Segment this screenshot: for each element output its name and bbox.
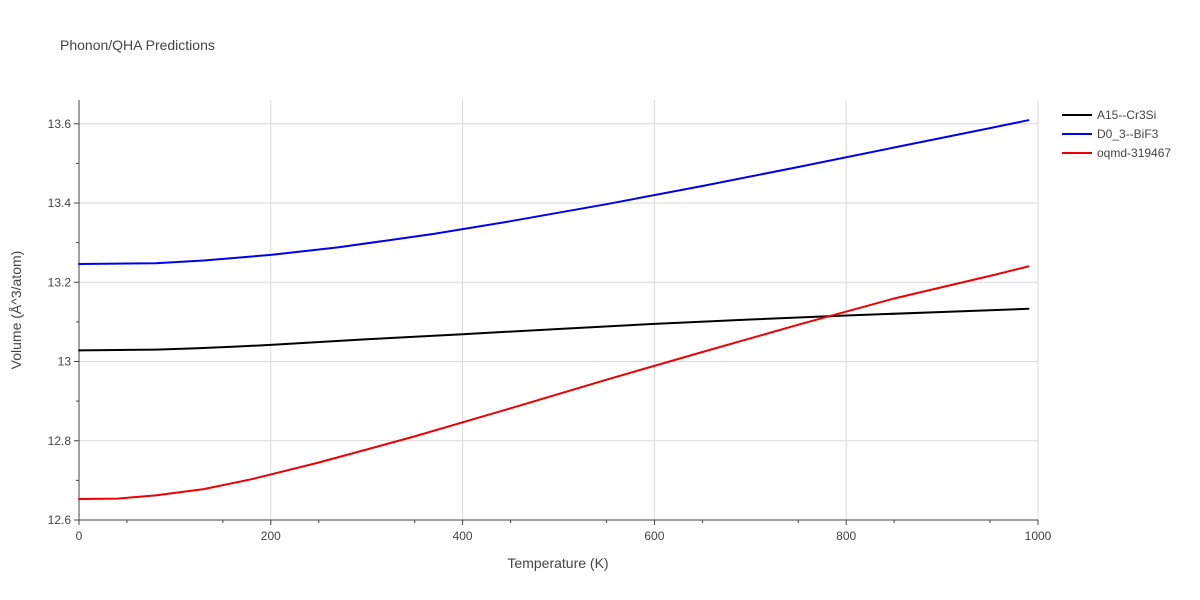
y-tick-label: 12.6: [48, 513, 72, 527]
y-tick-label: 13.4: [48, 196, 72, 210]
y-tick-label: 12.8: [48, 434, 72, 448]
y-axis-title: Volume (Å^3/atom): [8, 251, 24, 370]
legend-item-1[interactable]: A15--Cr3Si: [1062, 108, 1156, 122]
series-lines: [78, 119, 1030, 500]
x-gridlines: [270, 100, 1039, 520]
x-tick-label: 400: [453, 529, 473, 543]
series-line-3: [78, 265, 1030, 500]
x-tick-label: 200: [261, 529, 281, 543]
y-axis-ticks: 12.6 12.8 13 13.2 13.4 13.6: [48, 117, 79, 527]
x-tick-label: 0: [76, 529, 83, 543]
y-gridlines: [79, 123, 1038, 442]
legend-label: A15--Cr3Si: [1097, 108, 1156, 122]
chart-title: Phonon/QHA Predictions: [60, 37, 215, 53]
legend: A15--Cr3Si D0_3--BiF3 oqmd-319467: [1062, 108, 1171, 160]
y-tick-label: 13.2: [48, 275, 72, 289]
y-tick-label: 13: [58, 355, 72, 369]
series-line-2: [78, 119, 1030, 265]
legend-item-3[interactable]: oqmd-319467: [1062, 146, 1171, 160]
legend-label: oqmd-319467: [1097, 146, 1171, 160]
x-tick-label: 1000: [1025, 529, 1052, 543]
y-tick-label: 13.6: [48, 117, 72, 131]
legend-item-2[interactable]: D0_3--BiF3: [1062, 127, 1159, 141]
x-axis-title: Temperature (K): [507, 555, 608, 571]
legend-label: D0_3--BiF3: [1097, 127, 1159, 141]
x-tick-label: 600: [644, 529, 664, 543]
x-axis-ticks: 0 200 400 600 800 1000: [76, 520, 1052, 543]
x-tick-label: 800: [836, 529, 856, 543]
